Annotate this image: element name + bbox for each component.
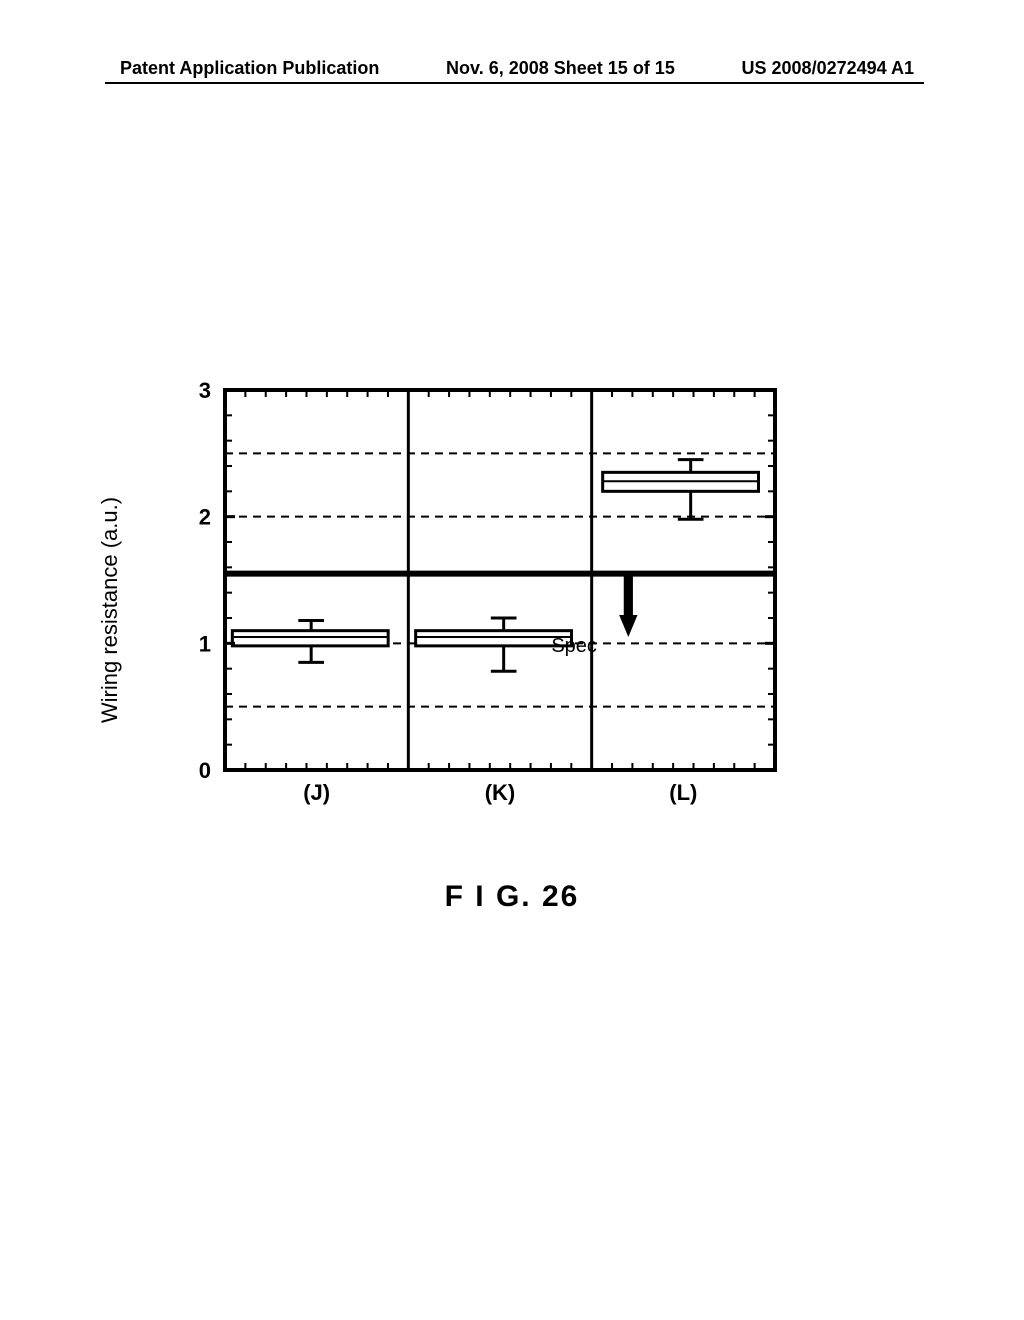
page-header: Patent Application Publication Nov. 6, 2… — [0, 58, 1024, 79]
svg-text:2: 2 — [199, 505, 211, 530]
svg-text:0: 0 — [199, 758, 211, 783]
chart-svg: Spec 0 1 2 3 (J) (K) (L) — [120, 370, 800, 850]
figure-caption: F I G. 26 — [0, 880, 1024, 914]
header-center: Nov. 6, 2008 Sheet 15 of 15 — [446, 58, 675, 79]
svg-text:Spec: Spec — [551, 635, 597, 657]
header-right: US 2008/0272494 A1 — [742, 58, 914, 79]
boxplot-chart: Wiring resistance (a.u.) Spec0123(J)(K)(… — [120, 370, 800, 850]
page: Patent Application Publication Nov. 6, 2… — [0, 0, 1024, 1320]
svg-text:(J): (J) — [303, 780, 330, 805]
y-axis-label: Wiring resistance (a.u.) — [97, 497, 123, 723]
svg-text:(K): (K) — [485, 780, 516, 805]
header-left: Patent Application Publication — [120, 58, 379, 79]
svg-text:3: 3 — [199, 378, 211, 403]
svg-text:(L): (L) — [669, 780, 697, 805]
svg-text:1: 1 — [199, 631, 211, 656]
header-underline — [105, 82, 924, 84]
